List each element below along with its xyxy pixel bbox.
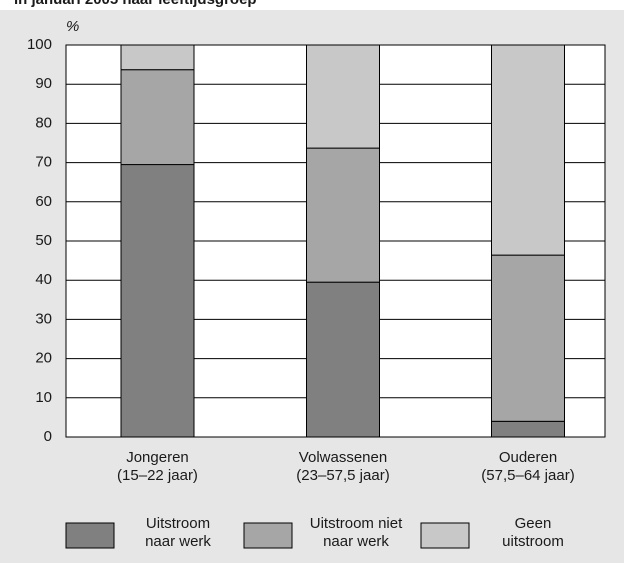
y-tick-label: 100: [27, 36, 52, 53]
legend-label: Geen uitstroom: [502, 515, 564, 550]
x-tick-label: Ouderen (57,5–64 jaar): [481, 449, 575, 484]
legend-label: Uitstroom naar werk: [145, 515, 211, 550]
y-tick-label: 50: [35, 232, 52, 249]
y-tick-label: 40: [35, 271, 52, 288]
y-tick-label: 10: [35, 389, 52, 406]
y-tick-label: 20: [35, 350, 52, 367]
bar-segment: [120, 164, 195, 438]
y-tick-label: 30: [35, 310, 52, 327]
y-tick-label: 0: [44, 428, 52, 445]
legend-swatch: [65, 522, 115, 549]
bar-segment: [491, 420, 565, 438]
y-axis-label: %: [66, 18, 79, 35]
y-tick-label: 90: [35, 75, 52, 92]
legend-swatch: [420, 522, 470, 549]
plot-border: [65, 44, 606, 438]
bar-segment: [120, 69, 195, 166]
y-tick-label: 70: [35, 154, 52, 171]
bar-segment: [491, 254, 565, 422]
bar-segment: [491, 44, 565, 256]
bar-segment: [120, 44, 195, 71]
y-tick-label: 80: [35, 114, 52, 131]
bar-segment: [306, 44, 380, 149]
chart-title: in januari 2005 naar leeftijdsgroep: [14, 0, 257, 8]
x-tick-label: Jongeren (15–22 jaar): [117, 449, 198, 484]
legend-swatch: [243, 522, 293, 549]
x-tick-label: Volwassenen (23–57,5 jaar): [296, 449, 390, 484]
y-tick-label: 60: [35, 193, 52, 210]
bar-segment: [306, 147, 380, 283]
legend-label: Uitstroom niet naar werk: [309, 515, 403, 550]
bar-segment: [306, 281, 380, 438]
